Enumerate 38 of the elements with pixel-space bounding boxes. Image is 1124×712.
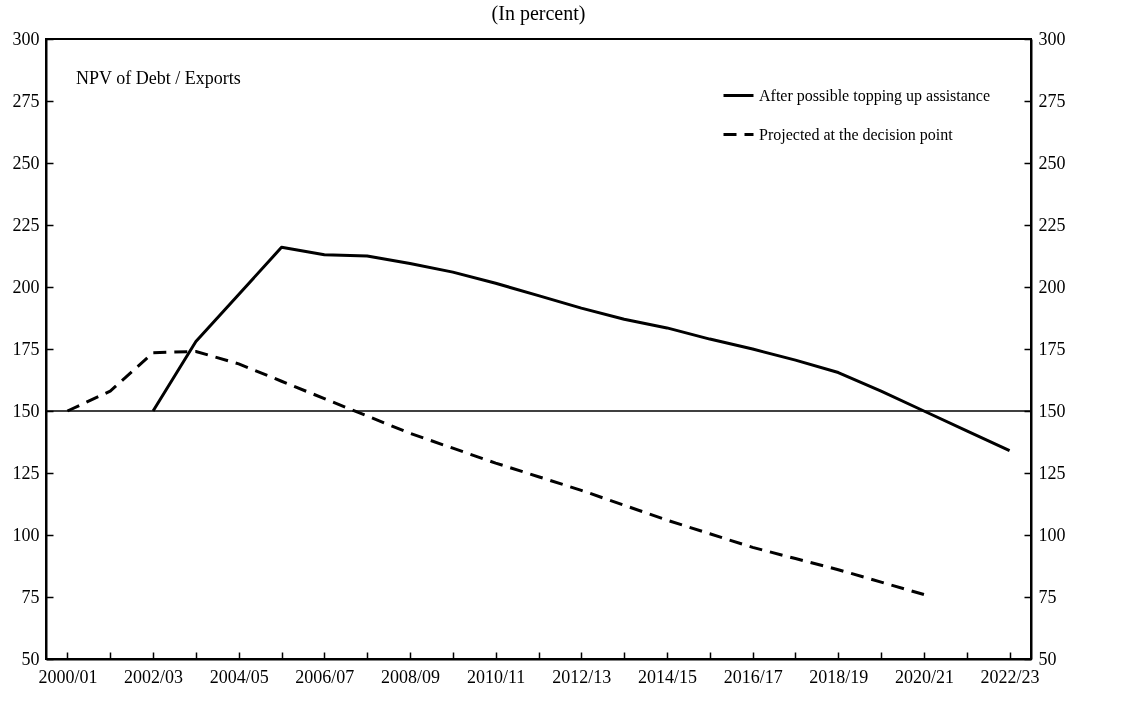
x-tick-label: 2004/05 [209, 666, 269, 687]
legend-label: Projected at the decision point [759, 125, 954, 144]
y-tick-label: 250 [12, 152, 40, 173]
y2-tick-label: 300 [1038, 28, 1066, 49]
x-tick-label: 2018/19 [809, 666, 869, 687]
y-tick-label: 50 [21, 648, 40, 669]
y2-tick-label: 150 [1038, 400, 1066, 421]
y2-tick-label: 200 [1038, 276, 1066, 297]
x-tick-label: 2014/15 [637, 666, 697, 687]
y2-tick-label: 125 [1038, 462, 1066, 483]
legend-label: After possible topping up assistance [759, 86, 991, 105]
x-tick-label: 2006/07 [295, 666, 355, 687]
x-tick-label: 2000/01 [38, 666, 98, 687]
x-tick-label: 2010/11 [467, 666, 526, 687]
y2-tick-label: 100 [1038, 524, 1066, 545]
annotation: NPV of Debt / Exports [76, 68, 241, 88]
x-tick-label: 2022/23 [980, 666, 1040, 687]
x-tick-label: 2020/21 [894, 666, 954, 687]
x-tick-label: 2002/03 [124, 666, 184, 687]
x-tick-label: 2016/17 [723, 666, 783, 687]
y-tick-label: 225 [12, 214, 40, 235]
x-tick-label: 2012/13 [552, 666, 612, 687]
y2-tick-label: 50 [1038, 648, 1057, 669]
y2-tick-label: 225 [1038, 214, 1066, 235]
y-tick-label: 175 [12, 338, 40, 359]
y-tick-label: 275 [12, 90, 40, 111]
y2-tick-label: 175 [1038, 338, 1066, 359]
chart-title: (In percent) [491, 2, 586, 25]
y-tick-label: 125 [12, 462, 40, 483]
y-tick-label: 150 [12, 400, 40, 421]
y-tick-label: 300 [12, 28, 40, 49]
y2-tick-label: 75 [1038, 586, 1057, 607]
y2-tick-label: 275 [1038, 90, 1066, 111]
x-tick-label: 2008/09 [381, 666, 441, 687]
y2-tick-label: 250 [1038, 152, 1066, 173]
y-tick-label: 200 [12, 276, 40, 297]
y-tick-label: 75 [21, 586, 40, 607]
y-tick-label: 100 [12, 524, 40, 545]
